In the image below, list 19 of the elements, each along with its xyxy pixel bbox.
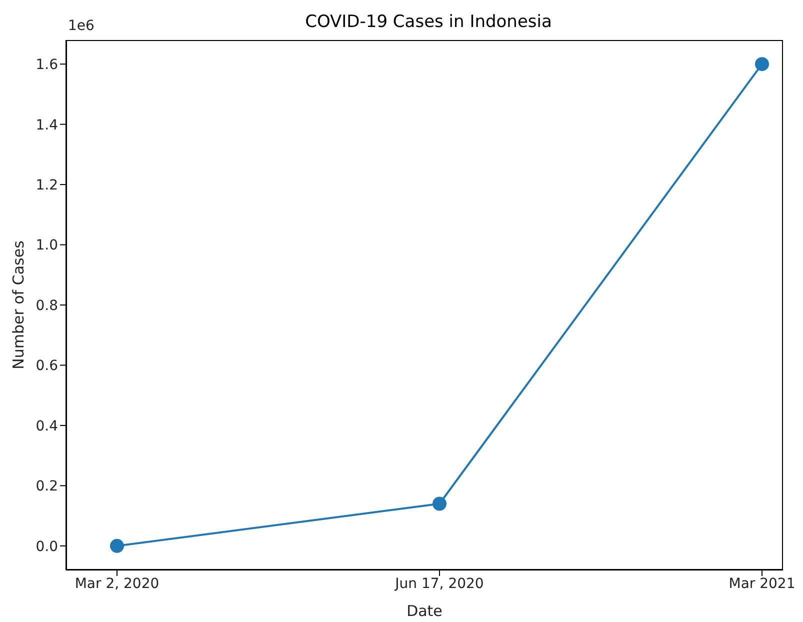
x-axis-title: Date [406,602,442,620]
y-tick-label: 1.2 [36,178,58,194]
y-tick-label: 0.0 [36,538,58,555]
y-tick-label: 1.6 [36,57,58,74]
chart-title: COVID-19 Cases in Indonesia [305,12,552,32]
point [432,496,446,511]
y-tick-label: 0.8 [36,298,58,314]
y-tick-label: 1.0 [36,238,58,254]
point [110,538,124,553]
y-tick-label: 0.2 [36,478,58,495]
y-tick-label: 0.4 [36,418,58,434]
x-tick-label: Jun 17, 2020 [394,576,484,592]
y-tick-label: 1.4 [36,117,58,134]
point [755,57,769,72]
y-tick-label: 0.6 [36,358,58,374]
x-tick-label: Mar 2, 2020 [74,576,160,592]
text: 1e6 [68,18,94,34]
x-tick-label: Mar 2021 [728,576,796,592]
y-axis-title: Number of Cases [9,240,28,370]
